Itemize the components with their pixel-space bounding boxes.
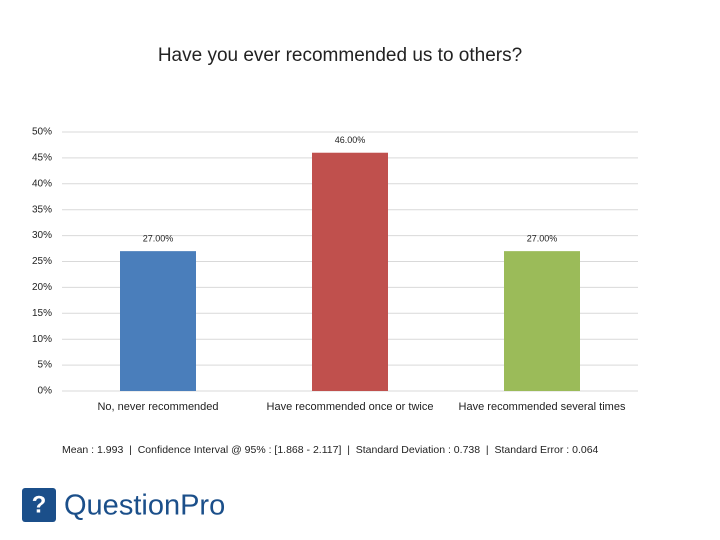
value-label: 27.00% [527, 234, 558, 244]
y-tick-label: 35% [32, 204, 52, 215]
y-tick-label: 25% [32, 256, 52, 267]
y-tick-label: 15% [32, 308, 52, 319]
value-label: 27.00% [143, 234, 174, 244]
x-tick-label: Have recommended several times [459, 401, 626, 413]
y-tick-label: 10% [32, 334, 52, 345]
logo-icon [22, 488, 56, 522]
x-tick-label: Have recommended once or twice [267, 401, 434, 413]
y-tick-label: 5% [38, 360, 53, 371]
y-tick-label: 30% [32, 230, 52, 241]
x-tick-label: No, never recommended [97, 401, 218, 413]
bar [312, 152, 388, 391]
logo-icon-glyph: ? [32, 491, 47, 518]
y-tick-label: 20% [32, 282, 52, 293]
stats-annotation: Mean : 1.993 | Confidence Interval @ 95%… [62, 444, 599, 456]
y-tick-label: 50% [32, 127, 52, 138]
y-tick-label: 40% [32, 178, 52, 189]
value-label: 46.00% [335, 135, 366, 145]
bar [120, 251, 196, 391]
y-tick-label: 45% [32, 153, 52, 164]
y-tick-label: 0% [38, 386, 53, 397]
chart-title: Have you ever recommended us to others? [158, 45, 522, 66]
logo-text: QuestionPro [64, 490, 225, 522]
bar [504, 251, 580, 391]
